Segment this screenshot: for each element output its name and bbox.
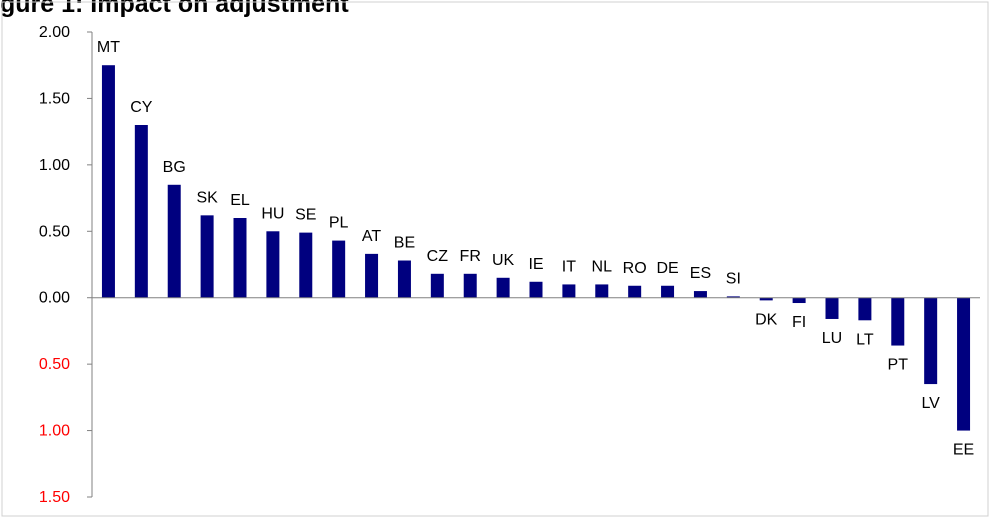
bar-pl [332,240,346,298]
y-tick-label: 2.00 [39,24,70,41]
bar-de [661,285,675,298]
bars-group [101,65,971,431]
bar-it [562,284,576,298]
bar-label-it: IT [562,258,576,275]
y-tick-label: 0.50 [39,356,70,373]
chart-title: gure 1: Impact on adjustment [0,0,349,18]
bar-se [299,232,313,298]
bar-hu [266,231,280,298]
bar-label-se: SE [295,207,316,224]
bar-at [365,253,379,298]
bar-label-pl: PL [329,215,349,232]
bar-dk [759,297,773,301]
bar-mt [101,65,115,298]
bar-label-ro: RO [623,260,647,277]
bar-fi [792,297,806,304]
bar-labels-group: MT CY BG SK EL HU SE PL AT BE CZ FR UK IE IT NL RO DE ES SI… [97,39,974,458]
bar-label-lu: LU [822,330,842,347]
bar-nl [595,284,609,298]
bar-label-si: SI [726,270,741,287]
bar-pt [891,297,905,346]
bar-ro [628,285,642,298]
bar-label-cz: CZ [427,248,449,265]
bar-label-de: DE [656,260,678,277]
bar-es [693,291,707,298]
bar-label-uk: UK [492,252,515,269]
y-tick-label: 0.00 [39,290,70,307]
bar-ie [529,281,543,298]
bar-label-el: EL [230,192,250,209]
bar-bg [167,184,181,298]
bar-label-lt: LT [856,331,874,348]
bar-label-sk: SK [196,189,218,206]
bar-label-be: BE [394,235,415,252]
bar-uk [496,277,510,298]
bar-label-cy: CY [130,99,153,116]
bar-label-at: AT [362,228,381,245]
bar-label-dk: DK [755,311,778,328]
axes-group: 2.00 1.50 1.00 0.50 0.00 0.50 1.00 1.50 [39,24,980,506]
bar-lv [924,297,938,385]
y-tick-label: 1.00 [39,423,70,440]
bar-lu [825,297,839,319]
bar-label-hu: HU [261,205,284,222]
bar-sk [200,215,214,298]
bar-label-lv: LV [921,395,940,412]
bar-label-mt: MT [97,39,120,56]
bar-label-es: ES [690,265,711,282]
bar-lt [858,297,872,321]
bar-cz [430,273,444,298]
y-tick-label: 1.50 [39,489,70,506]
bar-label-fr: FR [460,248,481,265]
y-tick-label: 1.50 [39,90,70,107]
bar-label-ie: IE [528,256,543,273]
bar-ee [957,297,971,431]
y-tick-label: 0.50 [39,223,70,240]
bar-be [397,260,411,298]
bar-el [233,218,247,298]
bar-label-ee: EE [953,442,974,459]
bar-label-bg: BG [163,159,186,176]
bar-label-pt: PT [888,357,909,374]
bar-fr [463,273,477,298]
bar-label-nl: NL [592,258,613,275]
bar-label-fi: FI [792,314,806,331]
bar-si [726,296,740,298]
bar-cy [134,125,148,298]
y-tick-label: 1.00 [39,157,70,174]
